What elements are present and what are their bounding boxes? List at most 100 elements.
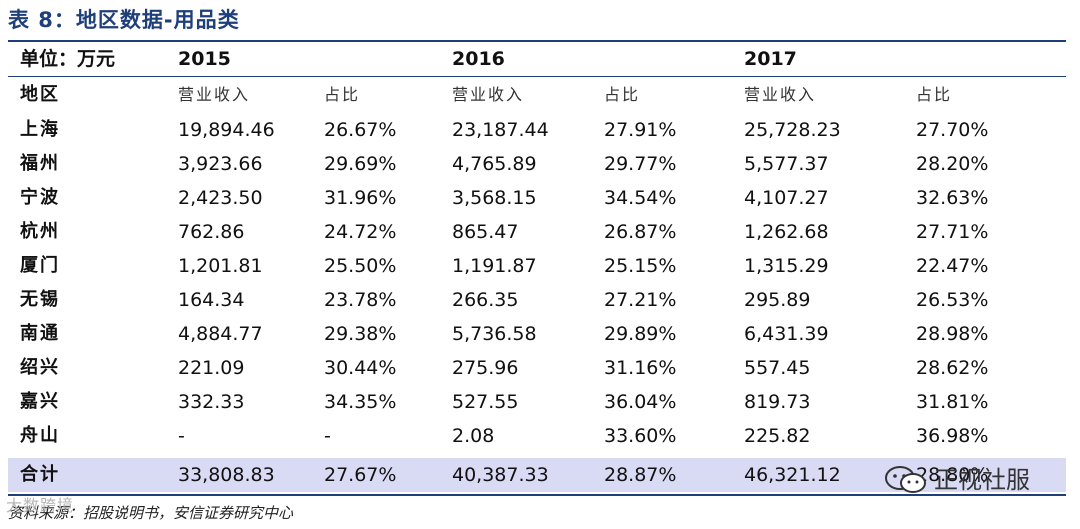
year-2017: 2017	[744, 48, 797, 70]
revenue-2016: 266.35	[452, 289, 519, 311]
share-2016: 26.87%	[604, 221, 677, 243]
total-label: 合计	[20, 464, 60, 485]
revenue-2016: 2.08	[452, 425, 495, 447]
year-2016: 2016	[452, 48, 505, 70]
table-row: 厦门 1,201.81 25.50% 1,191.87 25.15% 1,315…	[8, 249, 1066, 283]
watermark-left: 大数跨境	[6, 496, 75, 515]
revenue-2015: 3,923.66	[178, 153, 263, 175]
revenue-2016: 1,191.87	[452, 255, 537, 277]
share-2017: 32.63%	[916, 187, 989, 209]
col-header-share-2016: 占比	[604, 85, 641, 104]
table-row: 嘉兴 332.33 34.35% 527.55 36.04% 819.73 31…	[8, 385, 1066, 419]
unit-label: 单位：万元	[20, 48, 116, 70]
share-2017: 28.98%	[916, 323, 989, 345]
revenue-2016: 527.55	[452, 391, 519, 413]
share-2015: 30.44%	[324, 357, 397, 379]
column-header-row: 地区 营业收入 占比 营业收入 占比 营业收入 占比	[8, 78, 1066, 112]
col-header-region: 地区	[20, 84, 60, 105]
revenue-2015: 221.09	[178, 357, 245, 379]
revenue-2016: 865.47	[452, 221, 519, 243]
source-note: 资料来源：招股说明书，安信证券研究中心	[8, 504, 294, 522]
total-revenue-2017: 46,321.12	[744, 464, 841, 486]
revenue-2017: 25,728.23	[744, 119, 841, 141]
share-2016: 29.77%	[604, 153, 677, 175]
share-2017: 27.70%	[916, 119, 989, 141]
region-name: 福州	[20, 153, 60, 174]
wechat-icon	[884, 465, 928, 495]
region-name: 嘉兴	[20, 391, 60, 412]
revenue-2016: 5,736.58	[452, 323, 537, 345]
total-share-2017: 28.80%	[916, 464, 989, 486]
share-2017: 22.47%	[916, 255, 989, 277]
revenue-2016: 3,568.15	[452, 187, 537, 209]
share-2016: 25.15%	[604, 255, 677, 277]
share-2016: 29.89%	[604, 323, 677, 345]
share-2016: 36.04%	[604, 391, 677, 413]
revenue-2015: 762.86	[178, 221, 245, 243]
share-2017: 28.62%	[916, 357, 989, 379]
share-2016: 34.54%	[604, 187, 677, 209]
region-name: 杭州	[20, 221, 60, 242]
table-row: 南通 4,884.77 29.38% 5,736.58 29.89% 6,431…	[8, 317, 1066, 351]
share-2015: 25.50%	[324, 255, 397, 277]
table-row: 绍兴 221.09 30.44% 275.96 31.16% 557.45 28…	[8, 351, 1066, 385]
table-row: 宁波 2,423.50 31.96% 3,568.15 34.54% 4,107…	[8, 181, 1066, 215]
share-2017: 28.20%	[916, 153, 989, 175]
revenue-2015: 2,423.50	[178, 187, 263, 209]
region-name: 厦门	[20, 255, 60, 276]
table-row: 舟山 - - 2.08 33.60% 225.82 36.98%	[8, 419, 1066, 453]
share-2017: 26.53%	[916, 289, 989, 311]
share-2016: 31.16%	[604, 357, 677, 379]
revenue-2017: 1,315.29	[744, 255, 829, 277]
share-2017: 27.71%	[916, 221, 989, 243]
revenue-2015: 1,201.81	[178, 255, 263, 277]
share-2015: 23.78%	[324, 289, 397, 311]
col-header-share-2017: 占比	[916, 85, 953, 104]
revenue-2015: 164.34	[178, 289, 245, 311]
region-name: 绍兴	[20, 357, 60, 378]
total-share-2016: 28.87%	[604, 464, 677, 486]
total-revenue-2015: 33,808.83	[178, 464, 275, 486]
revenue-2017: 1,262.68	[744, 221, 829, 243]
share-2015: 34.35%	[324, 391, 397, 413]
revenue-2017: 5,577.37	[744, 153, 829, 175]
revenue-2016: 275.96	[452, 357, 519, 379]
revenue-2017: 819.73	[744, 391, 811, 413]
share-2015: 29.69%	[324, 153, 397, 175]
table-row: 杭州 762.86 24.72% 865.47 26.87% 1,262.68 …	[8, 215, 1066, 249]
revenue-2017: 4,107.27	[744, 187, 829, 209]
share-2015: 31.96%	[324, 187, 397, 209]
year-header-row: 单位：万元 2015 2016 2017	[8, 42, 1066, 76]
share-2016: 27.91%	[604, 119, 677, 141]
total-revenue-2016: 40,387.33	[452, 464, 549, 486]
col-header-share-2015: 占比	[324, 85, 361, 104]
page-title: 表 8：地区数据-用品类	[8, 8, 240, 32]
revenue-2015: 19,894.46	[178, 119, 275, 141]
table-top-rule	[8, 40, 1066, 42]
table-row: 无锡 164.34 23.78% 266.35 27.21% 295.89 26…	[8, 283, 1066, 317]
region-name: 宁波	[20, 187, 60, 208]
share-2016: 27.21%	[604, 289, 677, 311]
revenue-2017: 6,431.39	[744, 323, 829, 345]
col-header-revenue-2015: 营业收入	[178, 85, 251, 104]
share-2015: -	[324, 425, 331, 447]
year-2015: 2015	[178, 48, 231, 70]
wechat-watermark: 正视社服	[884, 462, 1030, 498]
total-share-2015: 27.67%	[324, 464, 397, 486]
share-2015: 26.67%	[324, 119, 397, 141]
table-row: 福州 3,923.66 29.69% 4,765.89 29.77% 5,577…	[8, 147, 1066, 181]
share-2017: 31.81%	[916, 391, 989, 413]
share-2015: 24.72%	[324, 221, 397, 243]
share-2015: 29.38%	[324, 323, 397, 345]
revenue-2015: 4,884.77	[178, 323, 263, 345]
header-rule	[8, 76, 1066, 77]
revenue-2017: 225.82	[744, 425, 811, 447]
revenue-2016: 4,765.89	[452, 153, 537, 175]
col-header-revenue-2016: 营业收入	[452, 85, 525, 104]
revenue-2017: 557.45	[744, 357, 811, 379]
col-header-revenue-2017: 营业收入	[744, 85, 817, 104]
table-bottom-rule	[8, 494, 1066, 496]
region-name: 南通	[20, 323, 60, 344]
table-row: 上海 19,894.46 26.67% 23,187.44 27.91% 25,…	[8, 113, 1066, 147]
share-2017: 36.98%	[916, 425, 989, 447]
